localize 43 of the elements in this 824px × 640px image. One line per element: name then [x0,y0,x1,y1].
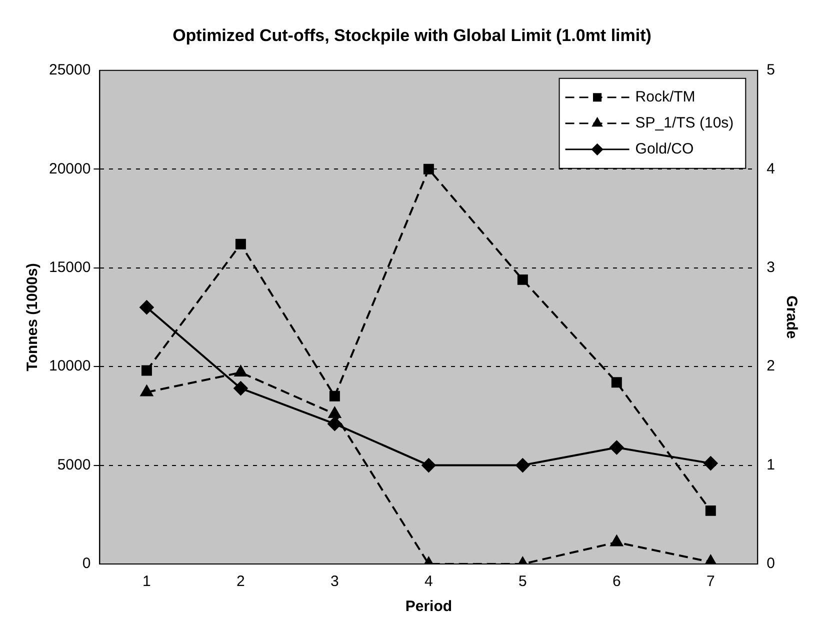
y2-tick-label: 5 [766,62,775,79]
y-axis-title: Tonnes (1000s) [24,263,42,372]
y-tick-label: 5000 [57,456,91,474]
point [234,365,247,376]
x-axis-title: Period [405,598,452,616]
y-tick-label: 25000 [48,62,91,79]
x-tick-label: 6 [612,573,621,590]
y-tick-label: 20000 [48,160,91,178]
point [328,406,341,418]
point [704,456,718,470]
y2-tick-label: 3 [766,258,775,276]
point [141,365,152,376]
y2-tick-label: 2 [766,358,775,375]
y2-axis-title: Grade [782,296,800,339]
point [234,381,248,396]
y-tick-label: 15000 [48,258,91,276]
point [140,385,153,396]
point [328,416,342,431]
point [329,390,340,402]
point [422,458,436,472]
point [611,377,622,388]
y2-tick-label: 4 [766,160,775,178]
x-tick-label: 3 [330,573,339,590]
x-tick-label: 4 [424,573,433,590]
x-tick-label: 5 [518,573,527,590]
y2-tick-label: 0 [766,555,775,572]
legend-label: Gold/CO [635,140,694,158]
point [235,238,246,250]
point [140,300,154,314]
y-tick-label: 10000 [48,358,91,375]
point [610,535,623,546]
x-tick-label: 1 [142,573,151,590]
point [610,440,624,455]
point [423,164,434,174]
point [517,274,528,285]
x-tick-label: 2 [236,573,245,590]
legend-label: Rock/TM [635,88,696,106]
legend-label: SP_1/TS (10s) [635,114,734,132]
point [516,458,530,472]
chart-title: Optimized Cut-offs, Stockpile with Global Limit (1.0mt limit) [172,26,652,45]
y2-tick-label: 1 [766,456,775,474]
x-tick-label: 7 [706,573,715,590]
y-tick-label: 0 [82,555,91,572]
